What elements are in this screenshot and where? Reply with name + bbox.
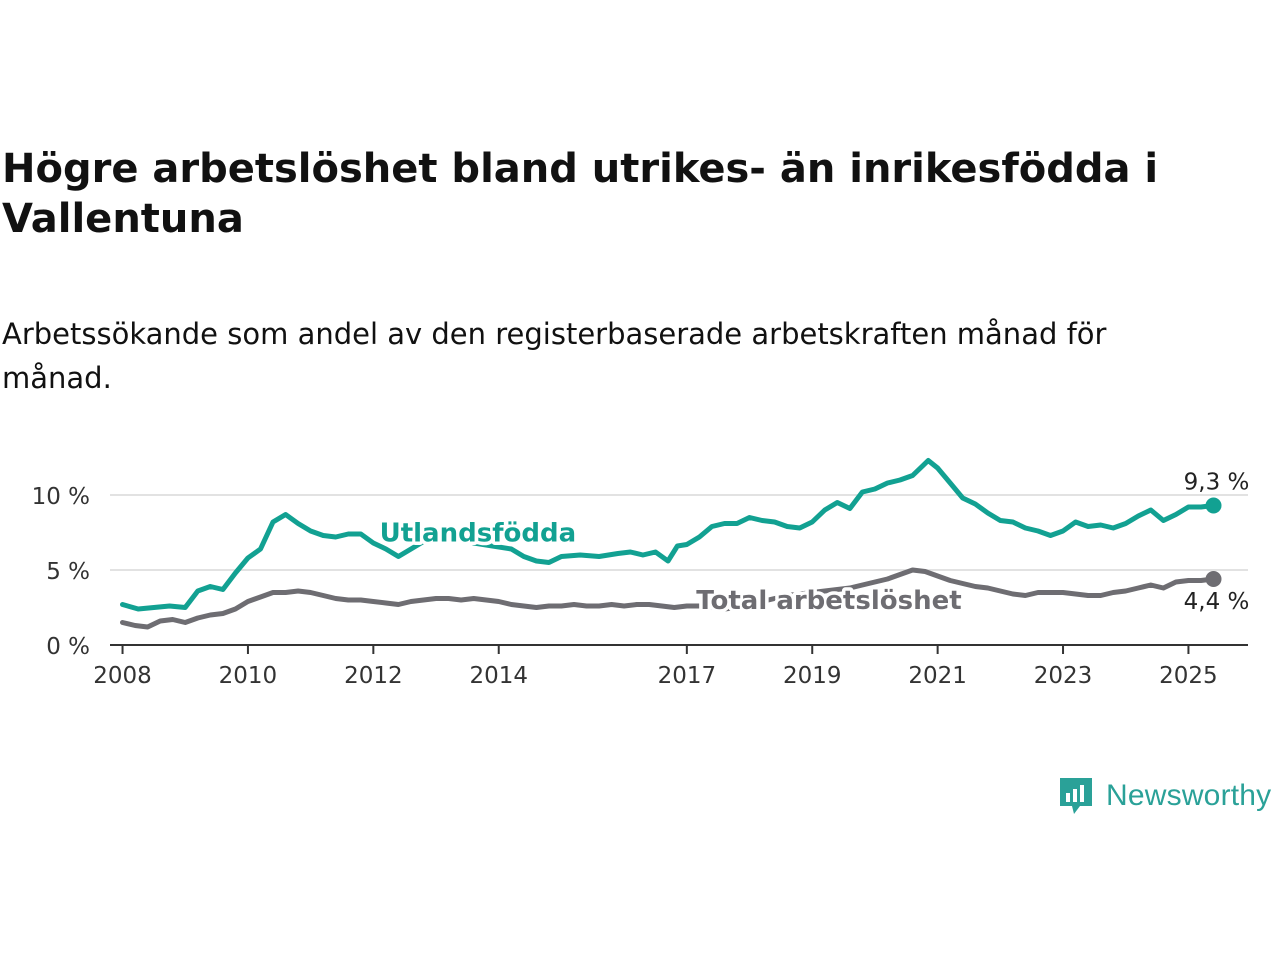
x-tick-label: 2017: [658, 663, 717, 689]
x-tick-label: 2014: [469, 663, 528, 689]
x-tick-label: 2019: [783, 663, 842, 689]
logo-text: Newsworthy: [1106, 779, 1272, 812]
newsworthy-logo: Newsworthy: [1058, 772, 1271, 820]
y-tick-label: 10 %: [32, 484, 90, 510]
series-name-label: Utlandsfödda: [380, 519, 577, 549]
x-tick-label: 2010: [219, 663, 278, 689]
y-tick-label: 5 %: [46, 559, 90, 585]
series-end-label: 4,4 %: [1184, 589, 1250, 615]
series-name-label: Total arbetslöshet: [696, 586, 961, 616]
series-line-total: [120, 567, 1216, 630]
series-end-marker: [1205, 497, 1222, 514]
gridlines: [110, 494, 1248, 571]
series-end-label: 9,3 %: [1184, 470, 1250, 496]
x-tick-label: 2012: [344, 663, 403, 689]
x-tick-label: 2023: [1034, 663, 1093, 689]
line-chart: 0 %5 %10 % 2008 2010 2012 2014 2017 2019 2021 2…: [32, 458, 1250, 689]
y-tick-label: 0 %: [46, 634, 90, 660]
chart-subtitle: Arbetssökande som andel av den registerb…: [2, 317, 1107, 395]
series-line-utlandsfodda: [120, 458, 1216, 612]
x-axis: 2008 2010 2012 2014 2017 2019 2021 2023 2025: [93, 644, 1248, 689]
series-labels: 9,3 % 4,4 % Utlandsfödda Total arbetslöshet: [376, 470, 1250, 620]
x-tick-label: 2021: [908, 663, 967, 689]
y-axis: 0 % 5 % 10 %: [32, 484, 90, 660]
x-tick-label: 2008: [93, 663, 152, 689]
series-lines: [120, 458, 1222, 630]
x-tick-label: 2025: [1159, 663, 1218, 689]
series-end-marker: [1205, 571, 1222, 587]
chart-title: Högre arbetslöshet bland utrikes- än inr…: [2, 146, 1159, 242]
newsworthy-logo-icon: [1058, 776, 1094, 816]
